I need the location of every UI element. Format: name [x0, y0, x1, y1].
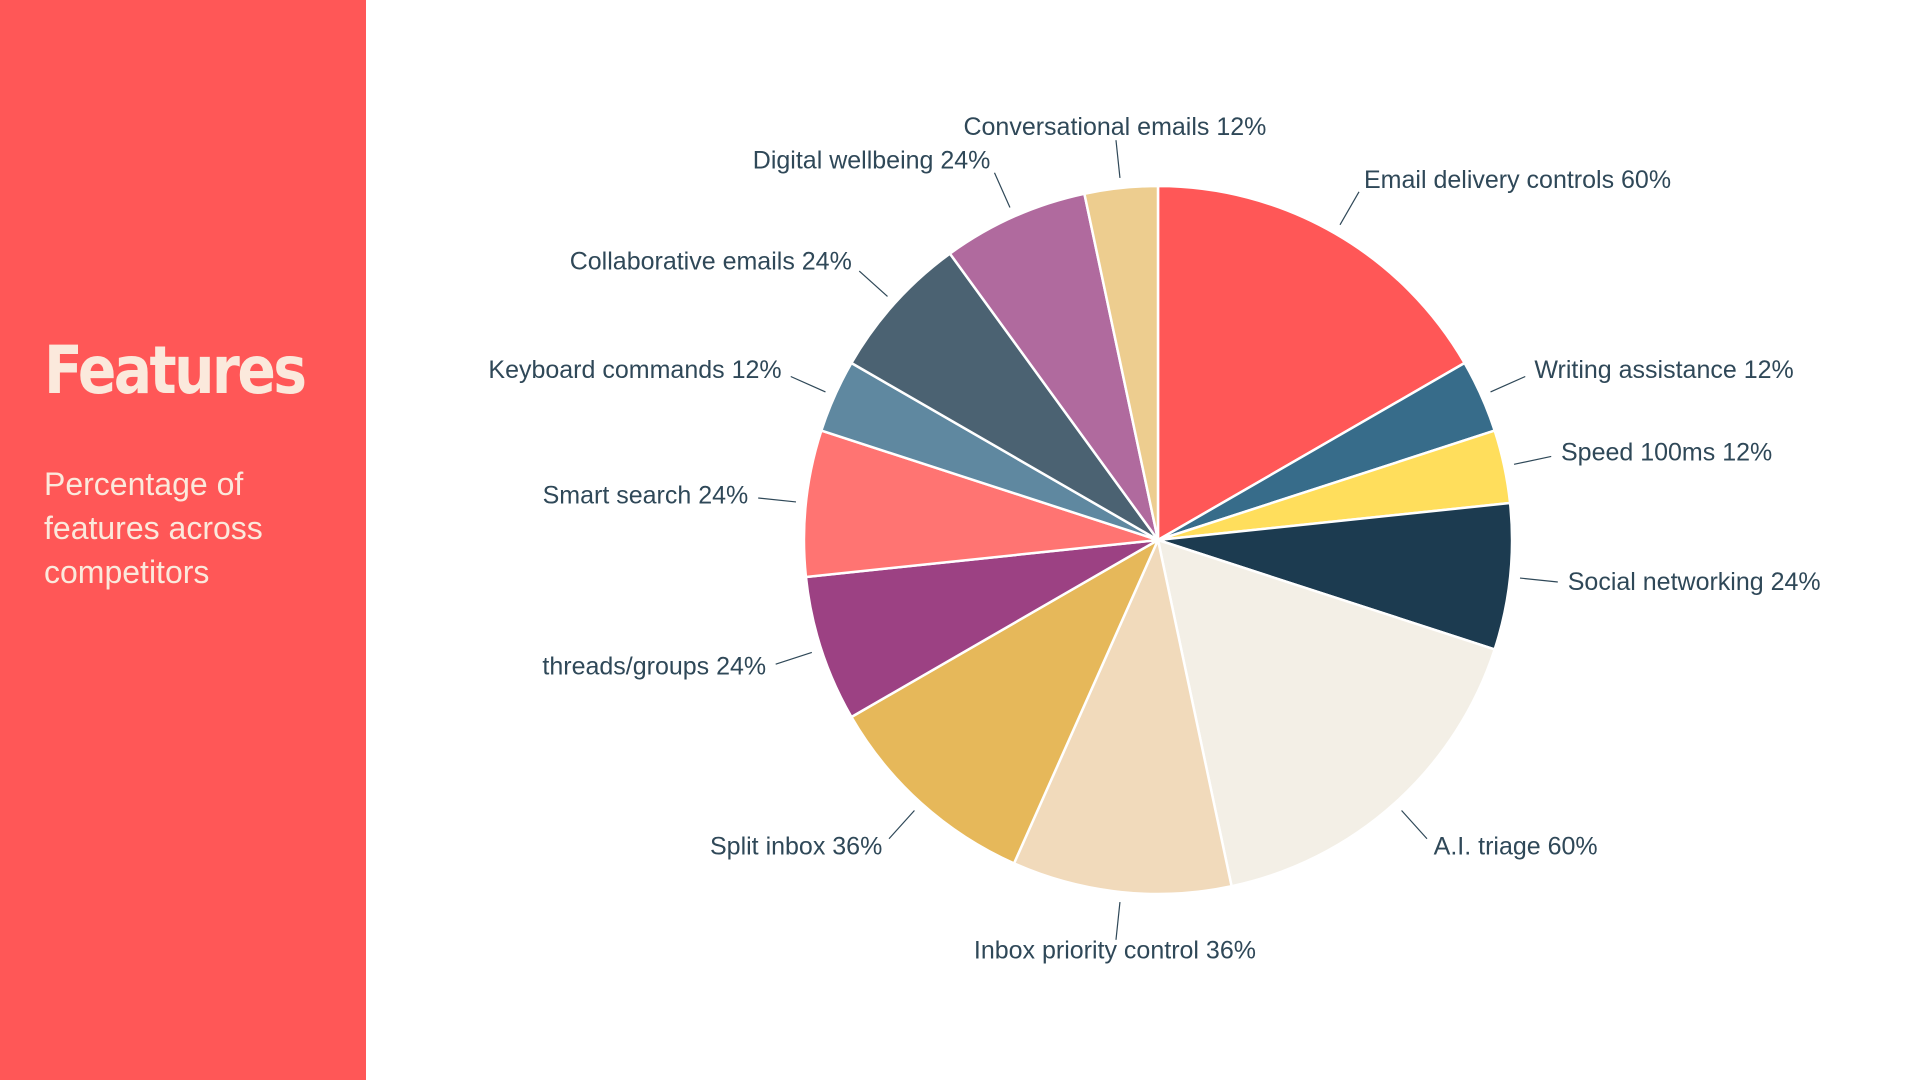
pie-chart: Email delivery controls 60% Writing assis…	[488, 113, 1820, 964]
side-panel: Features Percentage of features across c…	[0, 0, 366, 1080]
slice-label-writing-assistance: Writing assistance 12%	[1534, 356, 1793, 384]
pie-slice-collaborative-emails	[850, 252, 1160, 542]
pie-slices	[802, 184, 1514, 896]
slice-label-smart-search: Smart search 24%	[543, 481, 749, 509]
pie-slice-email-delivery-controls	[1156, 184, 1466, 542]
slice-label-a-i-triage: A.I. triage 60%	[1434, 832, 1598, 860]
pie-slice-a-i-triage	[1156, 538, 1496, 888]
pie-slice-conversational-emails	[1083, 184, 1160, 542]
slice-label-split-inbox: Split inbox 36%	[710, 832, 882, 860]
leader-line-social-networking	[1519, 577, 1558, 583]
pie-labels: Email delivery controls 60% Writing assis…	[488, 113, 1820, 964]
leader-line-threads-groups	[775, 651, 813, 665]
leader-line-smart-search	[758, 497, 797, 503]
page-subtitle: Percentage of features across competitor…	[44, 466, 263, 590]
pie-slice-inbox-priority-control	[1012, 538, 1233, 896]
slice-label-speed-100ms: Speed 100ms 12%	[1561, 439, 1772, 467]
pie-slice-smart-search	[802, 429, 1160, 579]
leader-line-writing-assistance	[1490, 375, 1526, 393]
pie-slice-threads-groups	[804, 538, 1160, 719]
slice-label-collaborative-emails: Collaborative emails 24%	[570, 248, 852, 276]
leader-line-speed-100ms	[1513, 455, 1552, 465]
slice-label-social-networking: Social networking 24%	[1568, 568, 1821, 596]
pie-slice-split-inbox	[850, 538, 1160, 865]
pie-chart-area: Email delivery controls 60% Writing assis…	[366, 0, 1920, 1080]
leader-line-a-i-triage	[1401, 810, 1428, 840]
leader-line-digital-wellbeing	[993, 172, 1011, 208]
slice-label-digital-wellbeing: Digital wellbeing 24%	[753, 146, 991, 174]
slice-label-inbox-priority-control: Inbox priority control 36%	[974, 936, 1256, 964]
slice-label-keyboard-commands: Keyboard commands 12%	[488, 356, 781, 384]
pie-slice-social-networking	[1156, 501, 1514, 651]
pie-slice-digital-wellbeing	[948, 192, 1160, 542]
leader-line-split-inbox	[888, 810, 915, 840]
leader-line-collaborative-emails	[858, 270, 888, 297]
leader-line-inbox-priority-control	[1115, 901, 1121, 940]
slice-label-threads-groups: threads/groups 24%	[542, 653, 766, 681]
slice-label-conversational-emails: Conversational emails 12%	[963, 113, 1266, 141]
leader-line-conversational-emails	[1115, 140, 1121, 179]
leader-line-keyboard-commands	[790, 375, 826, 393]
page-title: Features	[44, 332, 307, 409]
leader-line-email-delivery-controls	[1339, 191, 1360, 226]
slice-label-email-delivery-controls: Email delivery controls 60%	[1364, 166, 1671, 194]
